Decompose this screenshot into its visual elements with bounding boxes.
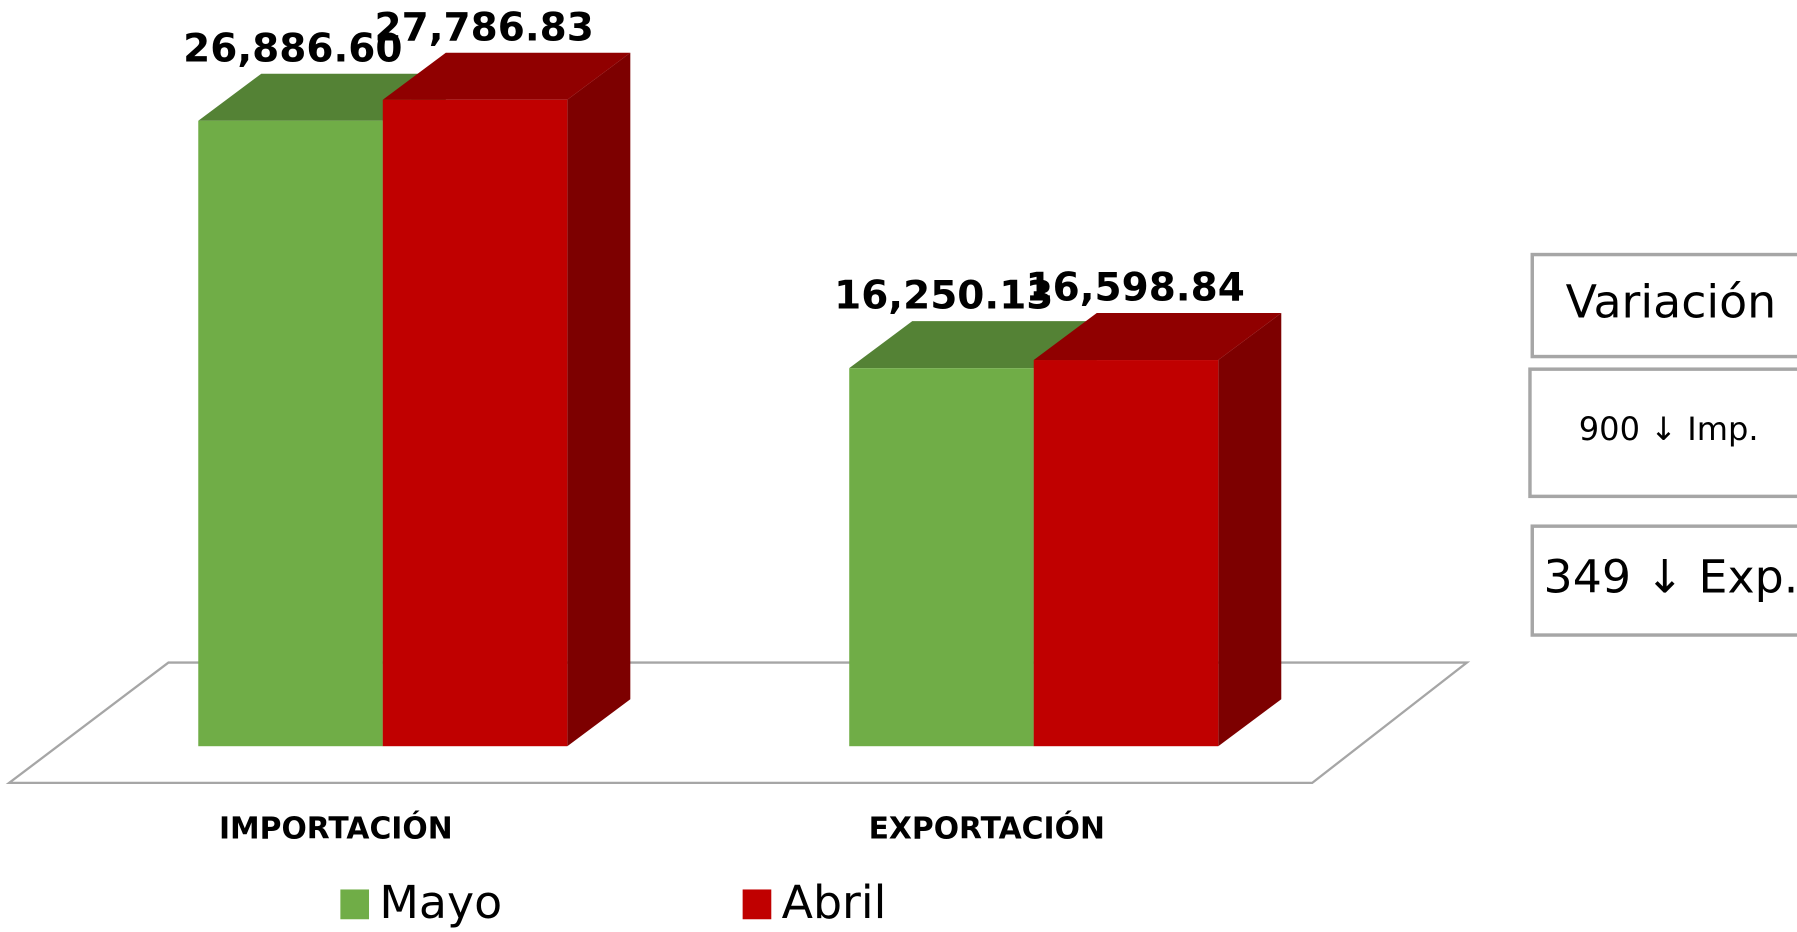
annotation-box [1528, 367, 1797, 499]
bar-side [567, 52, 631, 747]
data-label: 16,598.84 [1025, 266, 1244, 311]
legend-swatch [742, 889, 772, 920]
bar-top [382, 52, 631, 100]
legend-label: Abril [782, 875, 887, 929]
legend-label: Mayo [379, 875, 502, 929]
bar-front [849, 368, 1034, 747]
annotation-box [1530, 252, 1797, 359]
bar-top [849, 321, 1097, 369]
bar-front [382, 99, 568, 747]
bar [1033, 313, 1282, 747]
bar-side [1218, 313, 1282, 747]
bar-front [198, 120, 383, 747]
legend-swatch [340, 889, 370, 920]
annotation-box [1530, 524, 1797, 637]
floor [5, 661, 1471, 785]
data-label: 27,786.83 [375, 5, 594, 50]
bar [382, 52, 631, 747]
bar-front [1033, 360, 1219, 747]
bar-top [1033, 313, 1282, 361]
data-label: 26,886.60 [183, 26, 402, 71]
annotation: 349 ↓ Exp. [1544, 550, 1797, 604]
annotation: Variación [1566, 274, 1777, 328]
data-label: 16,250.13 [834, 274, 1053, 319]
x-tick-label: IMPORTACIÓN [219, 809, 453, 846]
annotation: 900 ↓ Imp. [1579, 410, 1759, 448]
x-tick-label: EXPORTACIÓN [869, 809, 1105, 846]
bars [198, 52, 1282, 747]
